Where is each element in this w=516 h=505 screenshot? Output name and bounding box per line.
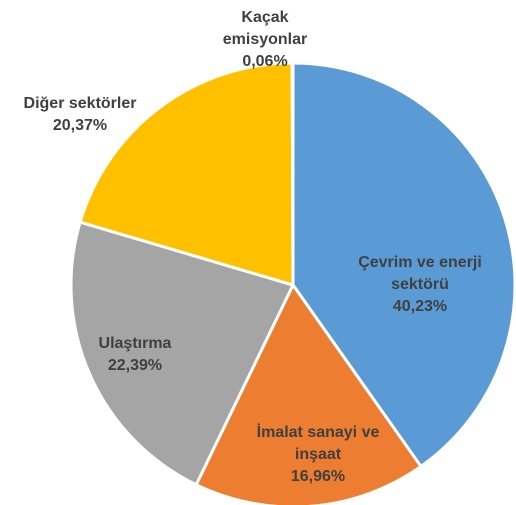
label-name: Ulaştırma <box>98 335 172 352</box>
label-name: Kaçak emisyonlar <box>222 9 308 48</box>
pie-slice <box>194 283 423 505</box>
data-label: Kaçak emisyonlar 0,06% <box>215 7 315 73</box>
data-label: Ulaştırma 22,39% <box>75 333 195 377</box>
data-label: İmalat sanayi ve inşaat 16,96% <box>233 422 403 488</box>
data-label: Çevrim ve enerji sektörü 40,23% <box>340 252 500 318</box>
pie-slice <box>69 220 295 487</box>
label-name: Çevrim ve enerji sektörü <box>358 254 482 293</box>
label-value: 0,06% <box>242 53 288 70</box>
pie-slice <box>290 61 295 287</box>
data-label: Diğer sektörler 20,37% <box>0 93 170 137</box>
label-name: Diğer sektörler <box>23 95 137 112</box>
pie-slice <box>78 61 295 287</box>
label-name: İmalat sanayi ve inşaat <box>256 424 380 463</box>
pie-slice <box>291 61 516 468</box>
label-value: 16,96% <box>290 468 346 485</box>
label-value: 40,23% <box>392 298 448 315</box>
label-value: 22,39% <box>107 357 163 374</box>
label-value: 20,37% <box>52 117 108 134</box>
